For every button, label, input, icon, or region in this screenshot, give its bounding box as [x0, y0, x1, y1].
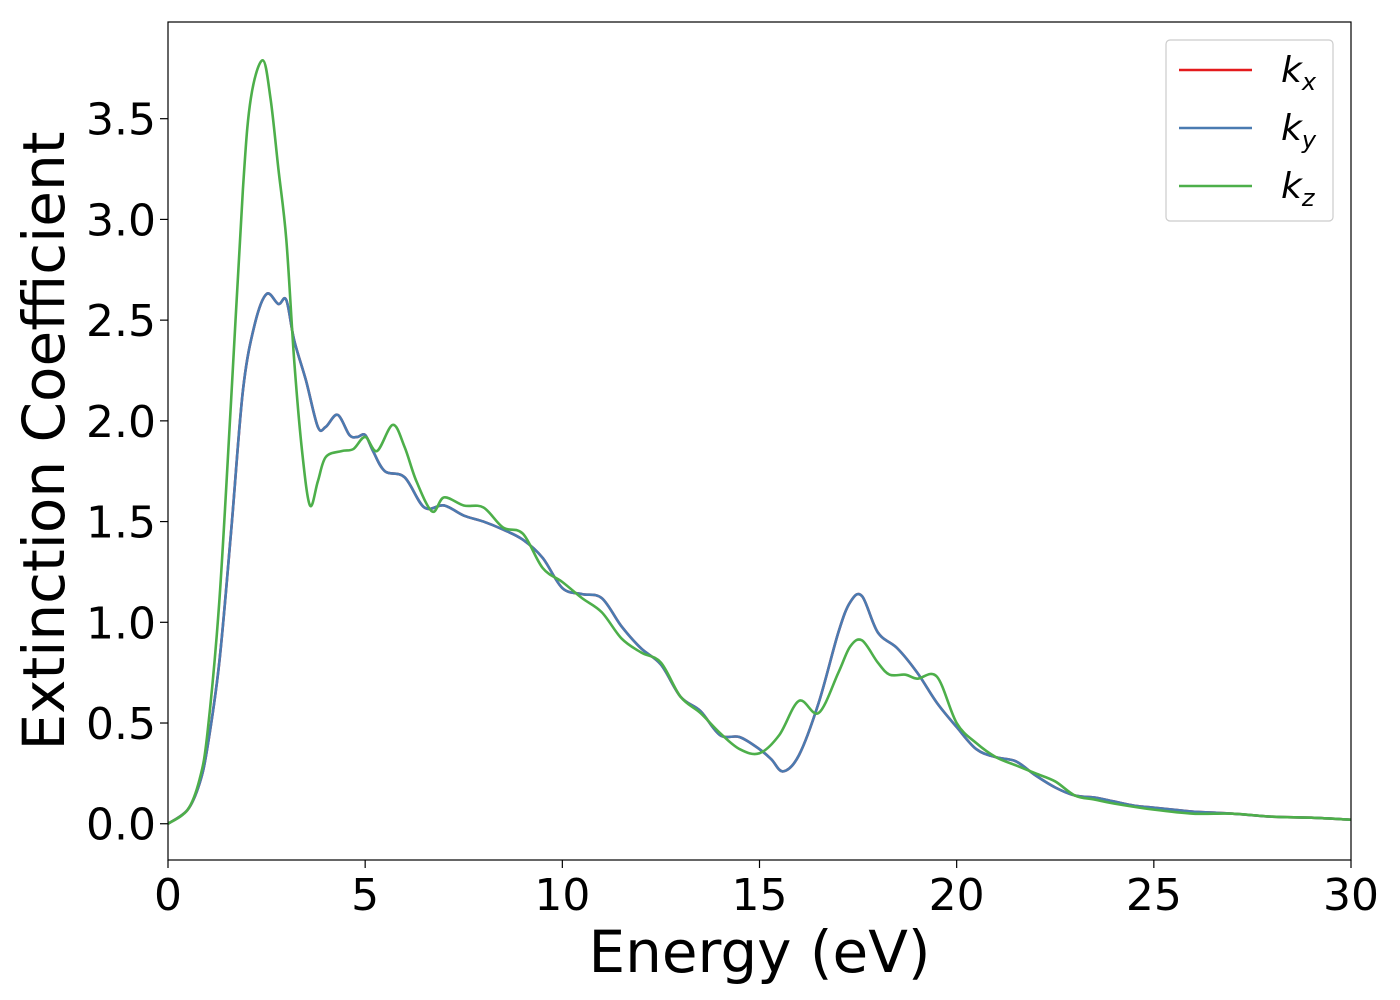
y-axis: 0.0 0.5 1.0 1.5 2.0 2.5 3.0 3.5 — [86, 95, 168, 851]
x-tick-label: 25 — [1126, 870, 1182, 921]
legend-label-sub: z — [1301, 184, 1316, 212]
y-tick-label: 0.5 — [86, 699, 156, 750]
legend-label-x: kx — [1281, 50, 1317, 96]
y-tick-label: 0.0 — [86, 800, 156, 851]
x-tick-label: 20 — [929, 870, 985, 921]
series-line-y — [168, 292, 1351, 825]
legend-label-main: k — [1281, 108, 1304, 149]
y-tick-label: 1.5 — [86, 498, 156, 549]
legend-label-sub: y — [1301, 126, 1317, 154]
legend-label-y: ky — [1281, 108, 1317, 154]
x-tick-label: 15 — [732, 870, 788, 921]
x-tick-label: 0 — [154, 870, 182, 921]
x-axis-title: Energy (eV) — [588, 918, 930, 986]
y-tick-label: 3.0 — [86, 195, 156, 246]
x-tick-label: 10 — [534, 870, 590, 921]
y-tick-label: 1.0 — [86, 598, 156, 649]
legend-label-main: k — [1281, 166, 1304, 207]
x-tick-label: 30 — [1323, 870, 1379, 921]
y-tick-label: 3.5 — [86, 95, 156, 146]
y-axis-title: Extinction Coefficient — [10, 132, 78, 751]
series-line-z — [168, 58, 1351, 825]
series-layer — [168, 58, 1351, 825]
legend-label-main: k — [1281, 50, 1304, 91]
x-axis: 0 5 10 15 20 25 30 — [154, 860, 1379, 921]
legend-label-z: kz — [1281, 166, 1316, 212]
y-tick-label: 2.0 — [86, 397, 156, 448]
legend-box — [1165, 39, 1334, 222]
x-tick-label: 5 — [351, 870, 379, 921]
y-tick-label: 2.5 — [86, 296, 156, 347]
legend-label-sub: x — [1301, 68, 1317, 96]
